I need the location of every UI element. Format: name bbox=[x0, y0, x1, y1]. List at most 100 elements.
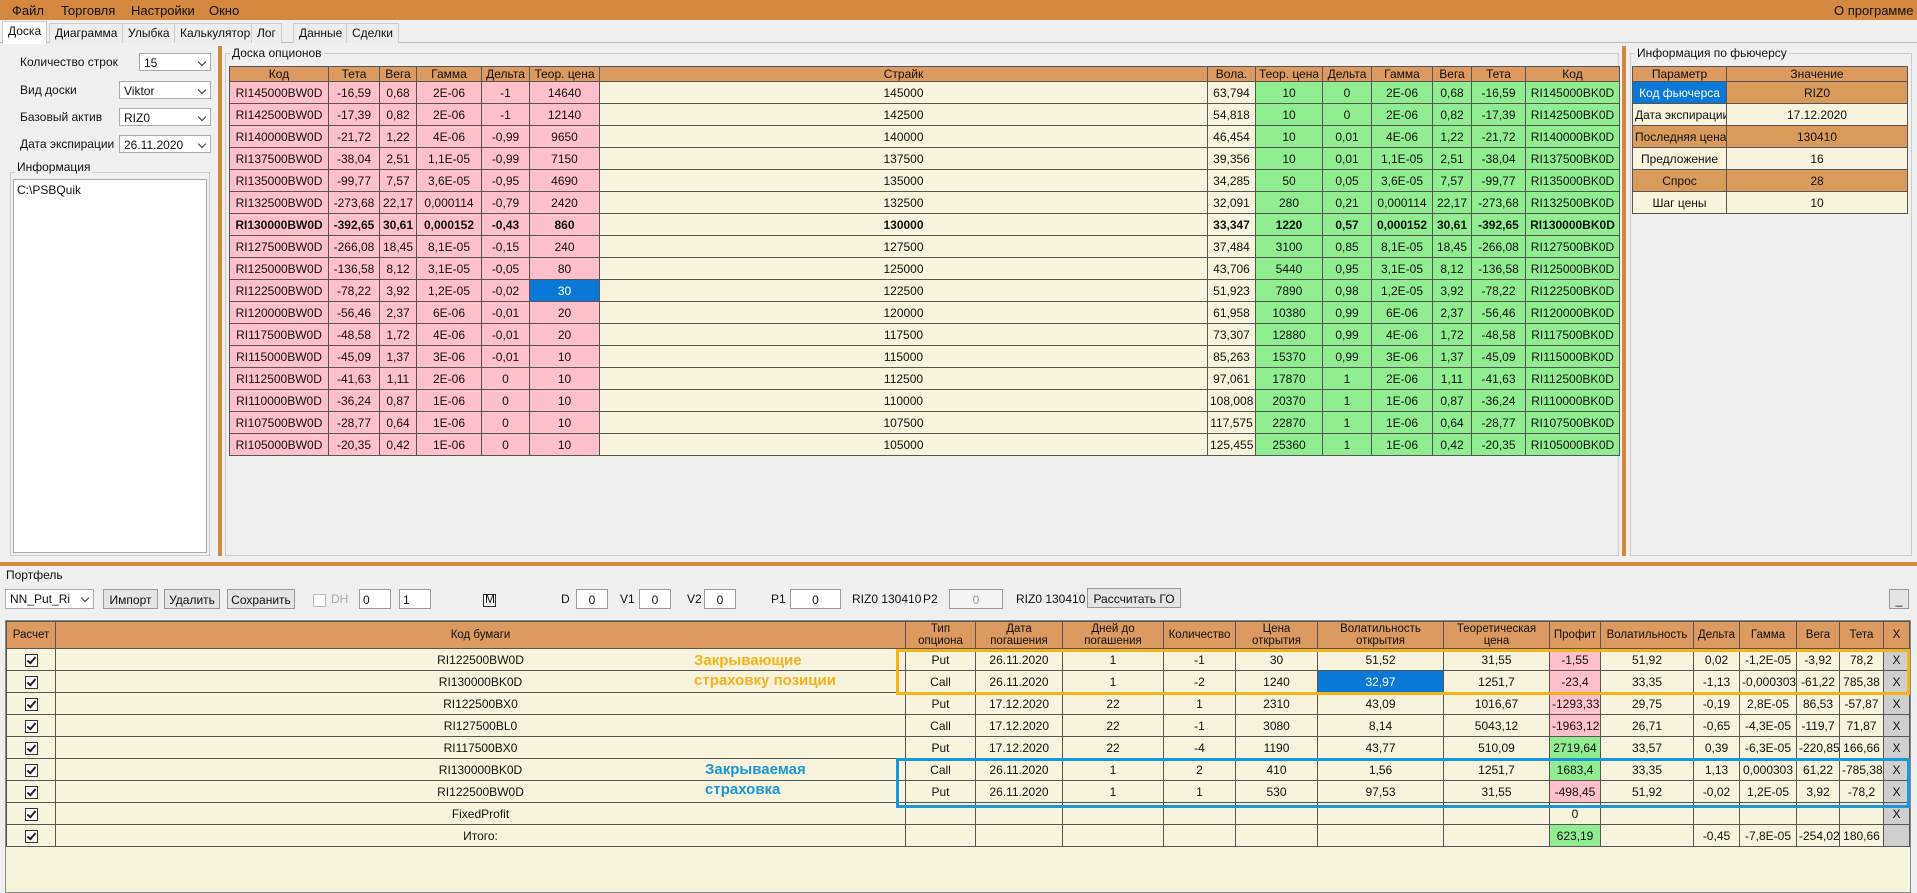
board-cell: -78,22 bbox=[1471, 279, 1526, 302]
portfolio-row: RI130000BK0D Call 26.11.2020 1 -2 1240 32,97 12… bbox=[6, 670, 1910, 693]
remove-cell[interactable]: X bbox=[1883, 692, 1910, 715]
field-input[interactable]: 0 bbox=[576, 589, 608, 609]
calc-checkbox[interactable] bbox=[24, 763, 38, 777]
board-cell: 4E-06 bbox=[416, 125, 482, 148]
tab[interactable]: Калькулятор bbox=[174, 23, 257, 43]
board-row: RI140000BW0D -21,72 1,22 4E-06 -0,99 9650 1400… bbox=[229, 125, 1620, 148]
remove-cell[interactable]: X bbox=[1883, 758, 1910, 781]
board-cell: 0,000114 bbox=[1371, 191, 1433, 214]
board-cell: 61,958 bbox=[1207, 301, 1256, 324]
portfolio-cell: 1683,4 bbox=[1549, 758, 1601, 781]
board-cell: -0,43 bbox=[481, 213, 530, 236]
delete-button[interactable]: Удалить bbox=[164, 589, 220, 609]
calc-checkbox[interactable] bbox=[24, 697, 38, 711]
board-cell: 3,92 bbox=[1432, 279, 1472, 302]
setting-label: Дата экспирации bbox=[20, 137, 115, 151]
board-cell: 7150 bbox=[529, 147, 600, 170]
spin-input[interactable]: 0 bbox=[359, 589, 391, 609]
board-cell: 22,17 bbox=[1432, 191, 1472, 214]
board-cell: -99,77 bbox=[1471, 169, 1526, 192]
calc-checkbox[interactable] bbox=[24, 653, 38, 667]
board-cell: 135000 bbox=[599, 169, 1208, 192]
info-text: C:\PSBQuik bbox=[17, 183, 82, 197]
futures-cell: 130410 bbox=[1726, 125, 1908, 148]
board-cell: 0,82 bbox=[379, 103, 417, 126]
dh-checkbox[interactable] bbox=[313, 594, 326, 608]
tab[interactable]: Лог bbox=[251, 23, 282, 43]
menu-item[interactable]: Файл bbox=[12, 3, 44, 18]
remove-cell[interactable]: X bbox=[1883, 736, 1910, 759]
info-group: C:\PSBQuik bbox=[10, 172, 210, 556]
board-cell: 1 bbox=[1322, 367, 1372, 390]
portfolio-cell: -7,8E-05 bbox=[1739, 824, 1797, 847]
board-cell: 110000 bbox=[599, 389, 1208, 412]
board-cell: 51,923 bbox=[1207, 279, 1256, 302]
calc-checkbox[interactable] bbox=[24, 829, 38, 843]
board-cell: -0,95 bbox=[481, 169, 530, 192]
board-cell: 125,455 bbox=[1207, 433, 1256, 456]
column-header: Вола. bbox=[1207, 66, 1256, 82]
portfolio-cell: Call bbox=[905, 670, 976, 693]
setting-combo[interactable]: Viktor bbox=[119, 81, 211, 99]
board-cell: 127500 bbox=[599, 235, 1208, 258]
m-checkbox[interactable] bbox=[483, 594, 497, 608]
calc-checkbox[interactable] bbox=[24, 741, 38, 755]
portfolio-cell: Put bbox=[905, 736, 976, 759]
tab[interactable]: Сделки bbox=[346, 23, 399, 43]
board-cell: -17,39 bbox=[328, 103, 380, 126]
minimize-button[interactable]: _ bbox=[1889, 589, 1909, 609]
column-header: Количество bbox=[1163, 621, 1236, 649]
remove-cell[interactable]: X bbox=[1883, 648, 1910, 671]
portfolio-cell: Call bbox=[905, 714, 976, 737]
menu-item[interactable]: О программе bbox=[1834, 3, 1914, 18]
setting-combo[interactable]: RIZ0 bbox=[119, 108, 211, 126]
tab[interactable]: Улыбка bbox=[122, 23, 176, 43]
portfolio-cell: -119,7 bbox=[1796, 714, 1840, 737]
board-row: RI107500BW0D -28,77 0,64 1E-06 0 10 107500 117,… bbox=[229, 411, 1620, 434]
calc-checkbox[interactable] bbox=[24, 785, 38, 799]
board-cell: -21,72 bbox=[1471, 125, 1526, 148]
calc-button[interactable]: Рассчитать ГО bbox=[1087, 588, 1181, 608]
board-cell: 1E-06 bbox=[416, 411, 482, 434]
board-cell: 3,1E-05 bbox=[416, 257, 482, 280]
calc-checkbox[interactable] bbox=[24, 675, 38, 689]
setting-combo[interactable]: 15 bbox=[139, 53, 211, 71]
save-button[interactable]: Сохранить bbox=[227, 589, 295, 609]
portfolio-cell: Put bbox=[905, 692, 976, 715]
board-cell: RI127500BK0D bbox=[1525, 235, 1620, 258]
board-cell: RI130000BW0D bbox=[229, 213, 329, 236]
portfolio-cell: 2 bbox=[1163, 758, 1236, 781]
spin-input[interactable]: 1 bbox=[399, 589, 431, 609]
column-header: Волатильность открытия bbox=[1317, 621, 1444, 649]
menu-item[interactable]: Торговля bbox=[61, 3, 116, 18]
import-button[interactable]: Импорт bbox=[103, 589, 158, 609]
portfolio-cell: Call bbox=[905, 758, 976, 781]
field-input[interactable]: 0 bbox=[639, 589, 671, 609]
tab[interactable]: Диаграмма bbox=[49, 23, 124, 43]
remove-cell[interactable]: X bbox=[1883, 670, 1910, 693]
remove-cell[interactable]: X bbox=[1883, 714, 1910, 737]
board-cell: 37,484 bbox=[1207, 235, 1256, 258]
board-cell: -0,01 bbox=[481, 323, 530, 346]
group-title: Информация bbox=[15, 160, 93, 174]
tab[interactable]: Данные bbox=[293, 23, 349, 43]
group-title: Доска опционов bbox=[230, 46, 324, 60]
futures-cell: Последняя цена bbox=[1632, 125, 1727, 148]
column-header: Цена открытия bbox=[1235, 621, 1318, 649]
tab[interactable]: Доска bbox=[2, 21, 48, 44]
field-input[interactable]: 0 bbox=[790, 589, 841, 609]
preset-combo[interactable]: NN_Put_Ri bbox=[5, 589, 94, 609]
portfolio-cell: -4,3E-05 bbox=[1739, 714, 1797, 737]
field-input[interactable]: 0 bbox=[704, 589, 736, 609]
board-cell: -38,04 bbox=[1471, 147, 1526, 170]
annotation: Закрываемая страховка bbox=[705, 761, 806, 798]
portfolio-cell bbox=[1062, 824, 1164, 847]
calc-cell bbox=[6, 824, 56, 847]
calc-checkbox[interactable] bbox=[24, 719, 38, 733]
column-header: Гамма bbox=[1371, 66, 1433, 82]
menu-item[interactable]: Окно bbox=[209, 3, 240, 18]
calc-checkbox[interactable] bbox=[24, 807, 38, 821]
board-cell: 6E-06 bbox=[416, 301, 482, 324]
setting-combo[interactable]: 26.11.2020 bbox=[119, 135, 211, 153]
menu-item[interactable]: Настройки bbox=[131, 3, 195, 18]
